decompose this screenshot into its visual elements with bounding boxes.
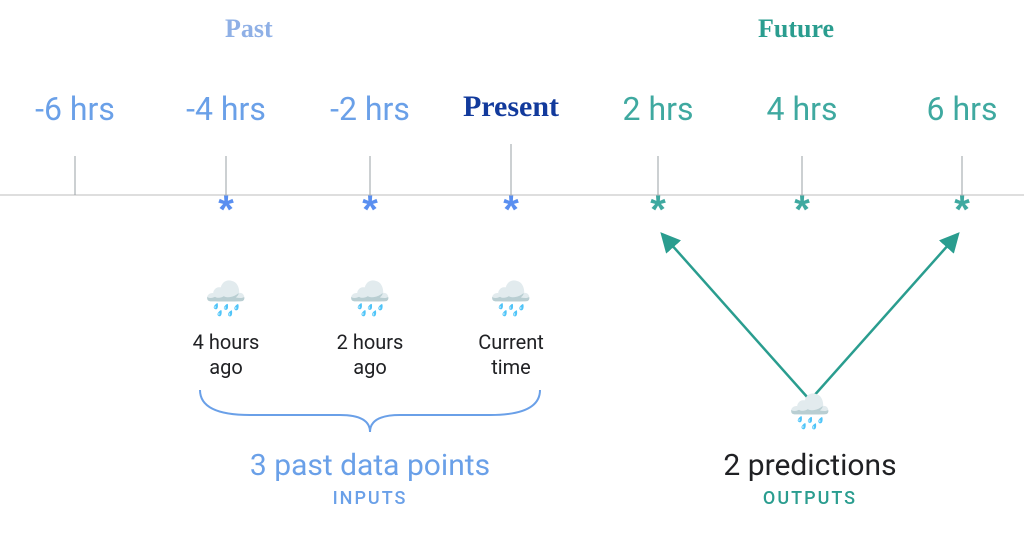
inputs-summary-sub: INPUTS	[333, 488, 408, 509]
output-arrow-right	[812, 234, 958, 398]
marker-4: *	[650, 190, 666, 230]
input-label-0: 4 hours ago	[193, 330, 260, 380]
marker-6: *	[954, 190, 970, 230]
rain-icon: 🌧️	[349, 282, 391, 316]
tick-label-3: Present	[463, 90, 559, 124]
tick-label-6: 6 hrs	[927, 90, 998, 128]
rain-icon: 🌧️	[205, 282, 247, 316]
input-label-2: Current time	[478, 330, 544, 380]
marker-1: *	[218, 190, 234, 230]
tick-label-0: -6 hrs	[35, 90, 115, 128]
rain-icon: 🌧️	[490, 282, 532, 316]
tick-label-2: -2 hrs	[330, 90, 410, 128]
tick-label-4: 2 hrs	[623, 90, 694, 128]
input-brace	[200, 390, 540, 432]
timeline-diagram: Past Future -6 hrs -4 hrs -2 hrs Present…	[0, 0, 1024, 538]
rain-icon: 🌧️	[789, 395, 831, 429]
marker-5: *	[794, 190, 810, 230]
inputs-summary-title: 3 past data points	[250, 448, 490, 483]
marker-2: *	[362, 190, 378, 230]
outputs-summary-title: 2 predictions	[723, 448, 896, 483]
tick-label-1: -4 hrs	[186, 90, 266, 128]
outputs-summary-sub: OUTPUTS	[763, 488, 857, 509]
marker-3: *	[503, 190, 519, 230]
tick-label-5: 4 hrs	[767, 90, 838, 128]
input-label-1: 2 hours ago	[337, 330, 404, 380]
output-arrow-left	[662, 234, 808, 398]
